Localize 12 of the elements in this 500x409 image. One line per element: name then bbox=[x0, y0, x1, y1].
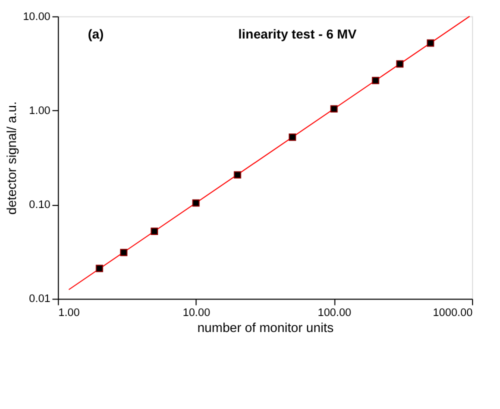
x-tick-label: 100.00 bbox=[318, 307, 352, 320]
y-tick-label: 1.00 bbox=[29, 104, 50, 117]
y-tick-label: 10.00 bbox=[22, 10, 50, 23]
y-tick-label: 0.01 bbox=[29, 293, 50, 306]
y-tick-label: 0.10 bbox=[29, 199, 50, 212]
annotation: (a) bbox=[88, 26, 104, 42]
x-tick-label: 1000.00 bbox=[432, 307, 473, 320]
x-axis-title: number of monitor units bbox=[197, 320, 334, 336]
y-axis-title: detector signal/ a.u. bbox=[4, 101, 19, 215]
x-tick-label: 10.00 bbox=[182, 307, 210, 320]
x-tick-label: 1.00 bbox=[58, 307, 80, 320]
text: linearity test - 6 MV bbox=[238, 26, 357, 42]
